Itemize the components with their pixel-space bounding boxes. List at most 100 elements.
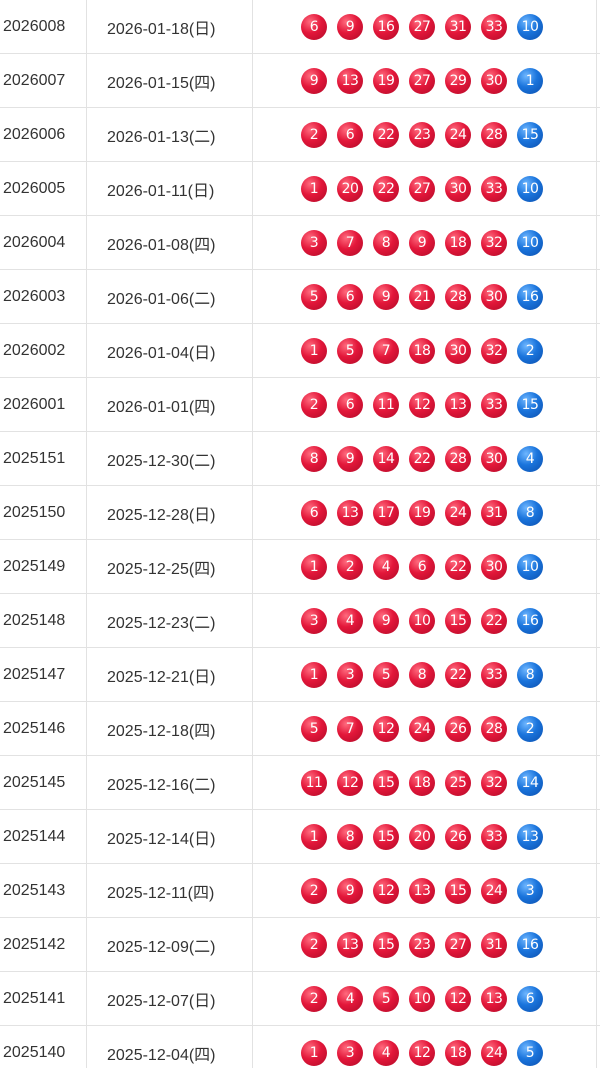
table-row: 2026002 2026-01-04(日) 1 5 7 18 30 32 2 xyxy=(0,324,600,378)
draw-date: 2025-12-07(日) xyxy=(87,972,253,1025)
blue-ball: 14 xyxy=(517,769,543,796)
red-ball: 2 xyxy=(301,985,327,1012)
red-ball: 9 xyxy=(373,283,399,310)
red-ball: 31 xyxy=(481,499,507,526)
winning-numbers: 2 6 22 23 24 28 15 xyxy=(253,108,597,161)
table-row: 2025141 2025-12-07(日) 2 4 5 10 12 13 6 xyxy=(0,972,600,1026)
blue-ball: 15 xyxy=(517,121,543,148)
table-row: 2026004 2026-01-08(四) 3 7 8 9 18 32 10 xyxy=(0,216,600,270)
winning-numbers: 9 13 19 27 29 30 1 xyxy=(253,54,597,107)
red-ball: 32 xyxy=(481,337,507,364)
winning-numbers: 1 3 4 12 18 24 5 xyxy=(253,1026,597,1068)
red-ball: 9 xyxy=(337,13,363,40)
red-ball: 1 xyxy=(301,823,327,850)
red-ball: 19 xyxy=(373,67,399,94)
red-ball: 5 xyxy=(337,337,363,364)
blue-ball: 13 xyxy=(517,823,543,850)
table-row: 2025146 2025-12-18(四) 5 7 12 24 26 28 2 xyxy=(0,702,600,756)
red-ball: 24 xyxy=(409,715,435,742)
draw-date: 2025-12-30(二) xyxy=(87,432,253,485)
red-ball: 27 xyxy=(445,931,471,958)
red-ball: 1 xyxy=(301,337,327,364)
red-ball: 10 xyxy=(409,607,435,634)
red-ball: 15 xyxy=(373,823,399,850)
red-ball: 25 xyxy=(445,769,471,796)
red-ball: 29 xyxy=(445,67,471,94)
draw-date: 2025-12-16(二) xyxy=(87,756,253,809)
table-row: 2025147 2025-12-21(日) 1 3 5 8 22 33 8 xyxy=(0,648,600,702)
blue-ball: 6 xyxy=(517,985,543,1012)
red-ball: 13 xyxy=(337,931,363,958)
draw-date: 2025-12-21(日) xyxy=(87,648,253,701)
red-ball: 4 xyxy=(373,553,399,580)
red-ball: 22 xyxy=(373,121,399,148)
blue-ball: 15 xyxy=(517,391,543,418)
table-row: 2025143 2025-12-11(四) 2 9 12 13 15 24 3 xyxy=(0,864,600,918)
winning-numbers: 11 12 15 18 25 32 14 xyxy=(253,756,597,809)
blue-ball: 8 xyxy=(517,661,543,688)
red-ball: 15 xyxy=(373,769,399,796)
winning-numbers: 1 8 15 20 26 33 13 xyxy=(253,810,597,863)
winning-numbers: 2 6 11 12 13 33 15 xyxy=(253,378,597,431)
red-ball: 22 xyxy=(409,445,435,472)
winning-numbers: 2 9 12 13 15 24 3 xyxy=(253,864,597,917)
red-ball: 13 xyxy=(481,985,507,1012)
red-ball: 8 xyxy=(301,445,327,472)
red-ball: 20 xyxy=(337,175,363,202)
blue-ball: 1 xyxy=(517,67,543,94)
red-ball: 12 xyxy=(409,391,435,418)
red-ball: 14 xyxy=(373,445,399,472)
table-row: 2026001 2026-01-01(四) 2 6 11 12 13 33 15 xyxy=(0,378,600,432)
draw-date: 2025-12-11(四) xyxy=(87,864,253,917)
red-ball: 12 xyxy=(409,1039,435,1066)
red-ball: 4 xyxy=(337,985,363,1012)
red-ball: 23 xyxy=(409,121,435,148)
draw-date: 2026-01-08(四) xyxy=(87,216,253,269)
red-ball: 8 xyxy=(337,823,363,850)
blue-ball: 10 xyxy=(517,175,543,202)
red-ball: 24 xyxy=(445,121,471,148)
red-ball: 13 xyxy=(445,391,471,418)
draw-date: 2026-01-18(日) xyxy=(87,0,253,53)
draw-date: 2026-01-11(日) xyxy=(87,162,253,215)
red-ball: 11 xyxy=(301,769,327,796)
red-ball: 8 xyxy=(409,661,435,688)
blue-ball: 2 xyxy=(517,337,543,364)
issue-number: 2025140 xyxy=(0,1026,87,1068)
issue-number: 2025145 xyxy=(0,756,87,809)
draw-date: 2025-12-23(二) xyxy=(87,594,253,647)
red-ball: 10 xyxy=(409,985,435,1012)
red-ball: 28 xyxy=(445,445,471,472)
table-row: 2025148 2025-12-23(二) 3 4 9 10 15 22 16 xyxy=(0,594,600,648)
red-ball: 9 xyxy=(301,67,327,94)
red-ball: 31 xyxy=(445,13,471,40)
issue-number: 2026005 xyxy=(0,162,87,215)
blue-ball: 2 xyxy=(517,715,543,742)
issue-number: 2026002 xyxy=(0,324,87,377)
red-ball: 33 xyxy=(481,13,507,40)
red-ball: 11 xyxy=(373,391,399,418)
red-ball: 2 xyxy=(337,553,363,580)
issue-number: 2026004 xyxy=(0,216,87,269)
red-ball: 1 xyxy=(301,175,327,202)
table-row: 2026005 2026-01-11(日) 1 20 22 27 30 33 10 xyxy=(0,162,600,216)
winning-numbers: 6 13 17 19 24 31 8 xyxy=(253,486,597,539)
table-row: 2025149 2025-12-25(四) 1 2 4 6 22 30 10 xyxy=(0,540,600,594)
table-row: 2025140 2025-12-04(四) 1 3 4 12 18 24 5 xyxy=(0,1026,600,1068)
red-ball: 3 xyxy=(337,1039,363,1066)
issue-number: 2025144 xyxy=(0,810,87,863)
red-ball: 18 xyxy=(445,1039,471,1066)
red-ball: 22 xyxy=(445,553,471,580)
red-ball: 28 xyxy=(445,283,471,310)
winning-numbers: 1 3 5 8 22 33 8 xyxy=(253,648,597,701)
red-ball: 3 xyxy=(301,607,327,634)
red-ball: 5 xyxy=(301,715,327,742)
blue-ball: 3 xyxy=(517,877,543,904)
red-ball: 3 xyxy=(301,229,327,256)
winning-numbers: 8 9 14 22 28 30 4 xyxy=(253,432,597,485)
red-ball: 2 xyxy=(301,931,327,958)
draw-date: 2025-12-14(日) xyxy=(87,810,253,863)
red-ball: 31 xyxy=(481,931,507,958)
winning-numbers: 5 7 12 24 26 28 2 xyxy=(253,702,597,755)
blue-ball: 10 xyxy=(517,553,543,580)
